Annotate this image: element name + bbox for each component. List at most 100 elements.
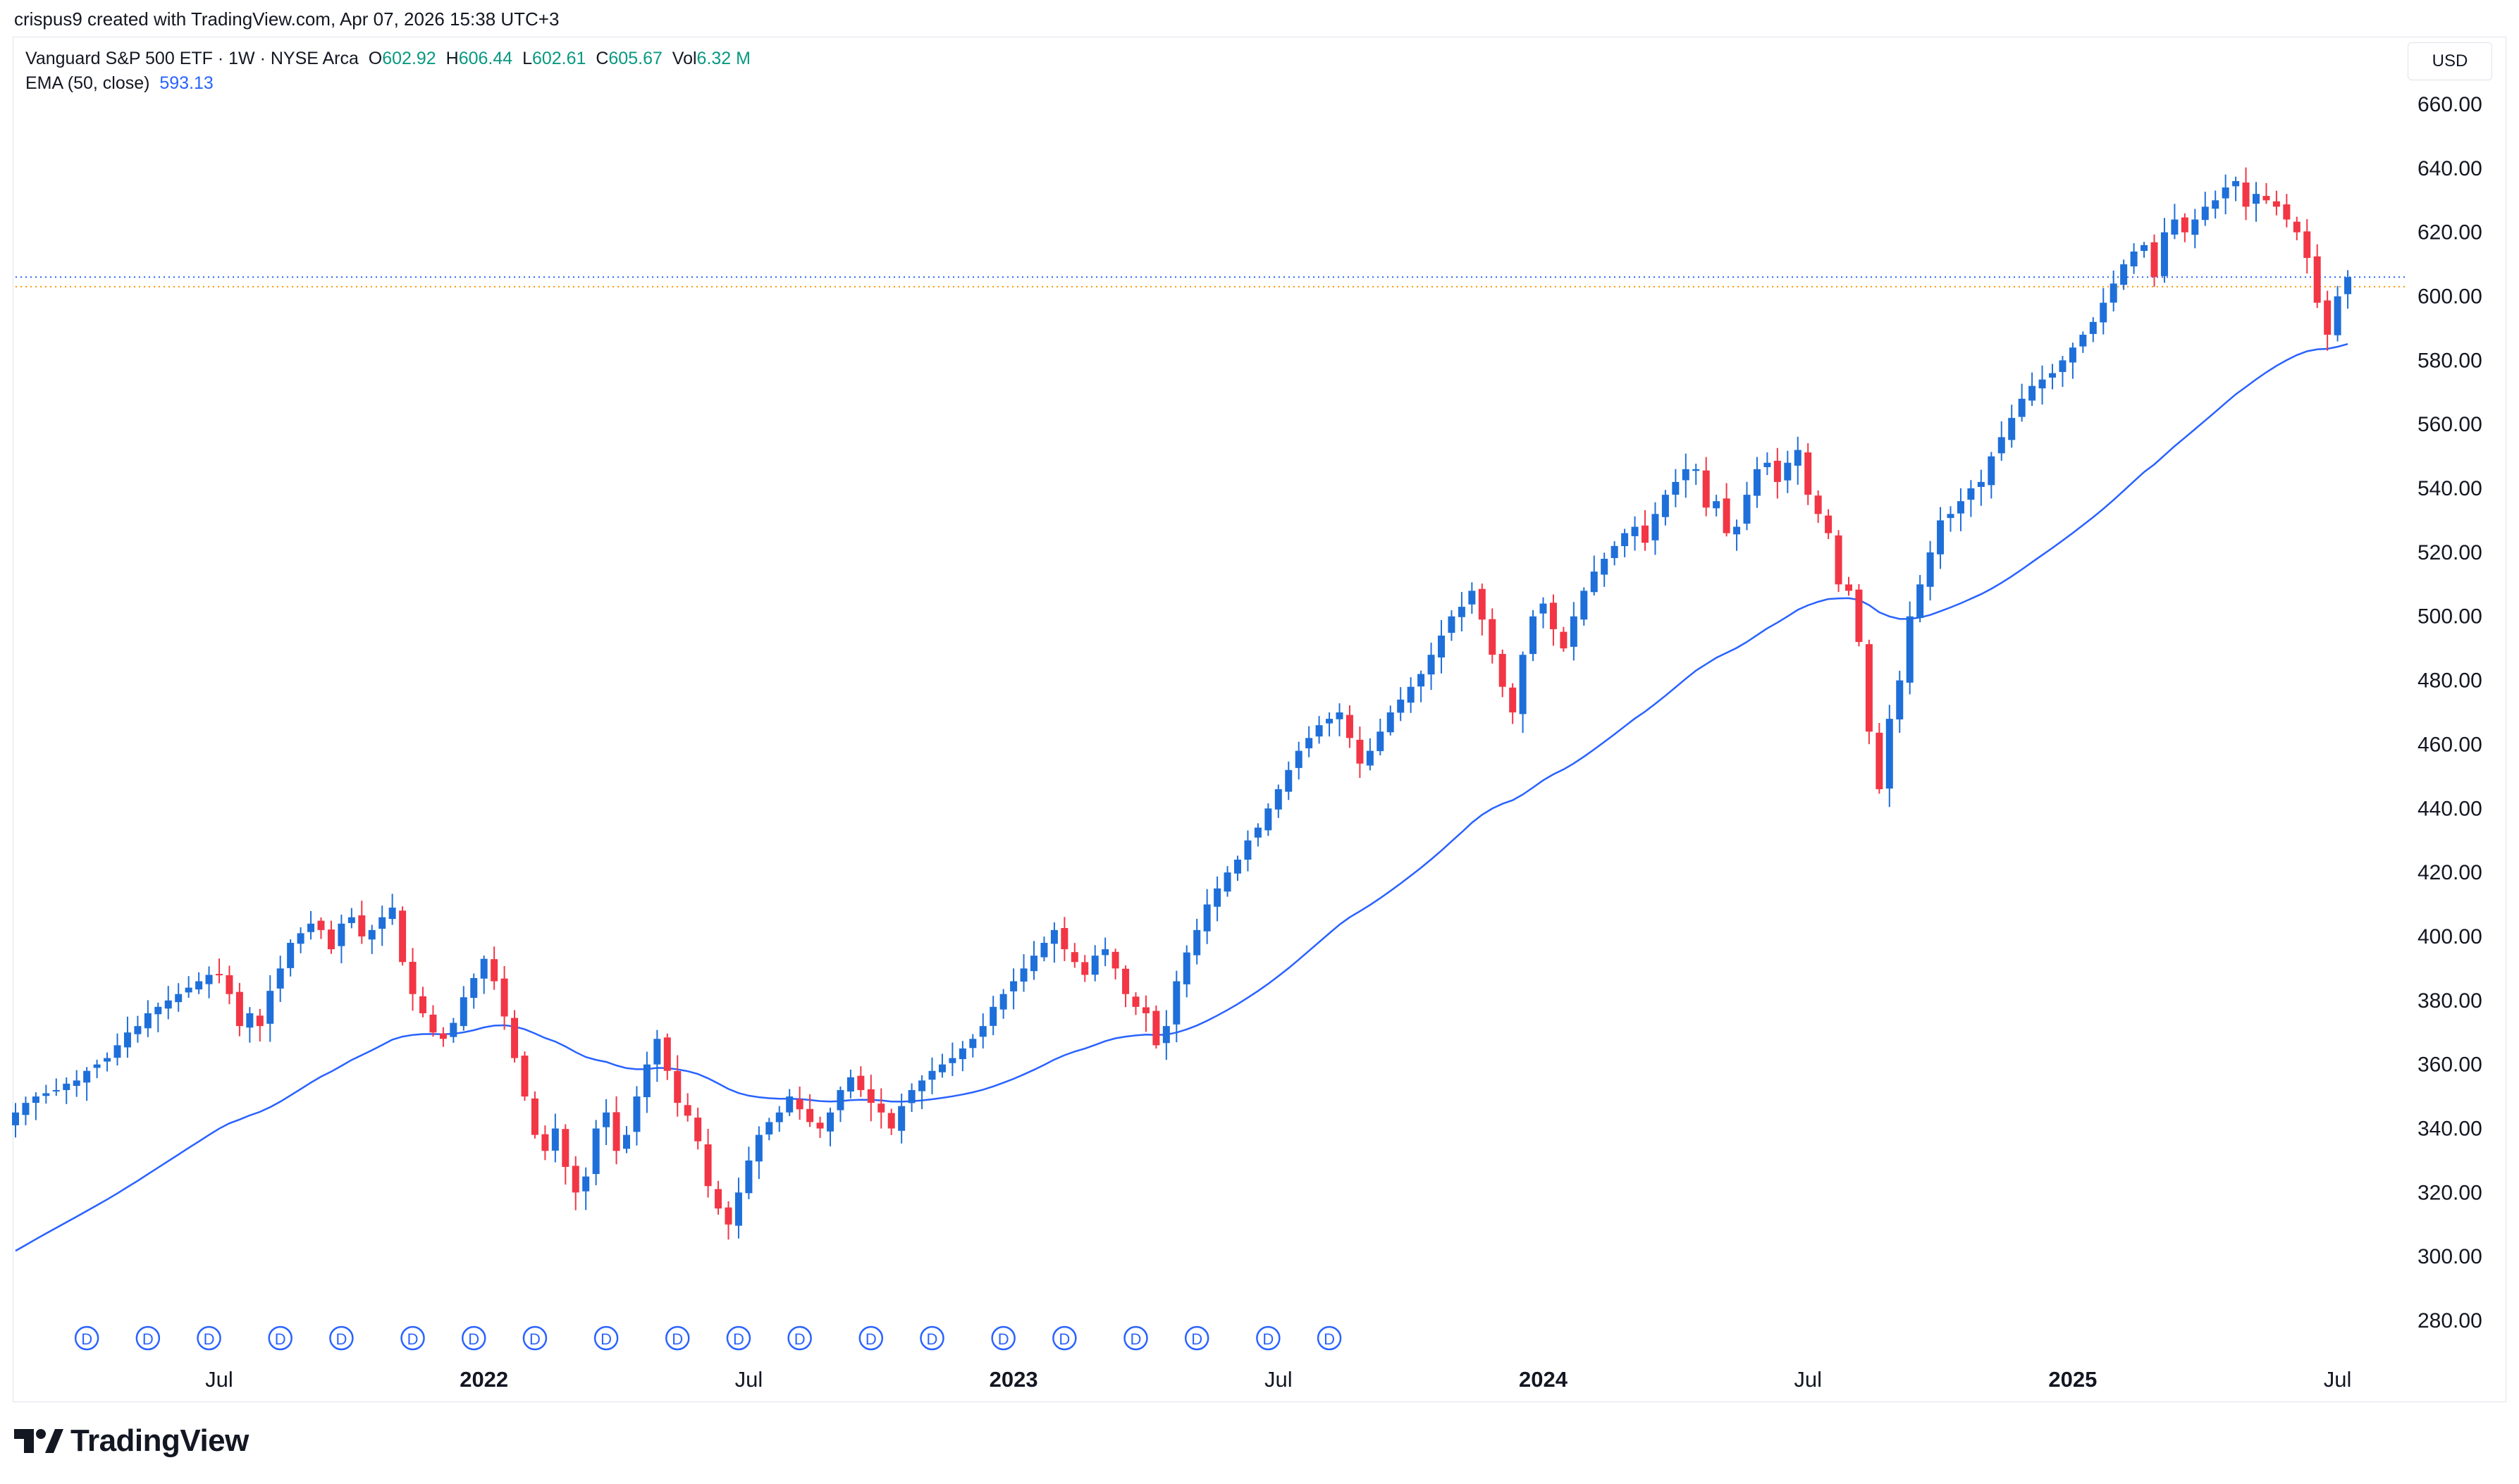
candle[interactable]	[22, 1096, 30, 1125]
candle[interactable]	[1631, 516, 1639, 551]
dividend-marker[interactable]: D	[1123, 1325, 1148, 1351]
candle[interactable]	[1825, 509, 1833, 539]
candle[interactable]	[1876, 723, 1883, 794]
candle[interactable]	[1661, 490, 1669, 526]
candle[interactable]	[816, 1116, 824, 1138]
candle[interactable]	[358, 901, 366, 944]
candle[interactable]	[1580, 587, 1588, 626]
dividend-marker[interactable]: D	[1184, 1325, 1209, 1351]
candle[interactable]	[1733, 519, 1741, 551]
candle[interactable]	[2059, 356, 2067, 388]
candle[interactable]	[347, 908, 355, 929]
candle[interactable]	[1224, 866, 1231, 897]
candle[interactable]	[1142, 995, 1150, 1032]
candle[interactable]	[2181, 213, 2188, 242]
candle[interactable]	[1458, 592, 1465, 632]
candle[interactable]	[1081, 955, 1089, 982]
dividend-marker[interactable]: D	[593, 1325, 619, 1351]
candle[interactable]	[612, 1096, 620, 1165]
candle[interactable]	[846, 1069, 854, 1099]
candle[interactable]	[2344, 270, 2352, 309]
candle[interactable]	[1040, 936, 1048, 962]
candle[interactable]	[287, 939, 295, 977]
candle[interactable]	[134, 1015, 142, 1043]
candle[interactable]	[1132, 992, 1140, 1015]
candle[interactable]	[378, 905, 386, 946]
candle[interactable]	[877, 1088, 885, 1129]
candle[interactable]	[1152, 1005, 1160, 1049]
candle[interactable]	[1407, 677, 1415, 713]
candle[interactable]	[1193, 918, 1201, 965]
candle[interactable]	[1102, 937, 1109, 967]
candle[interactable]	[399, 906, 407, 966]
candle[interactable]	[1621, 528, 1629, 557]
candle[interactable]	[246, 1007, 254, 1043]
candle[interactable]	[765, 1118, 773, 1141]
candle[interactable]	[694, 1107, 702, 1150]
candle[interactable]	[1570, 602, 1577, 661]
candle[interactable]	[1926, 540, 1934, 601]
candle[interactable]	[1417, 670, 1425, 703]
candle[interactable]	[1753, 457, 1761, 508]
candle[interactable]	[297, 927, 304, 953]
candle[interactable]	[1723, 483, 1730, 537]
candle[interactable]	[460, 986, 467, 1031]
dividend-marker[interactable]: D	[135, 1325, 161, 1351]
candle[interactable]	[1091, 945, 1099, 982]
candle[interactable]	[1743, 481, 1751, 531]
candle[interactable]	[2313, 244, 2321, 309]
candle[interactable]	[1509, 683, 1517, 724]
tradingview-logo[interactable]: TradingView	[14, 1423, 249, 1459]
dividend-marker[interactable]: D	[920, 1325, 944, 1351]
candle[interactable]	[1916, 574, 1924, 623]
candle[interactable]	[2089, 317, 2097, 342]
candle[interactable]	[2242, 167, 2250, 221]
candle[interactable]	[419, 987, 426, 1018]
candle[interactable]	[745, 1146, 753, 1199]
candle[interactable]	[2150, 234, 2158, 287]
candle[interactable]	[2334, 285, 2341, 342]
candle[interactable]	[235, 982, 243, 1037]
candle[interactable]	[113, 1033, 121, 1066]
candle[interactable]	[1642, 510, 1649, 551]
candle[interactable]	[2293, 216, 2301, 240]
candle[interactable]	[1489, 608, 1496, 664]
candle[interactable]	[1610, 541, 1618, 566]
candle[interactable]	[1906, 601, 1914, 695]
candle[interactable]	[1244, 830, 1252, 872]
candle[interactable]	[531, 1091, 538, 1139]
ema-50-line[interactable]	[15, 342, 2348, 1252]
candle[interactable]	[491, 946, 498, 990]
legend-ema-label[interactable]: EMA (50, close)	[25, 73, 150, 93]
candle[interactable]	[2069, 342, 2076, 379]
candle[interactable]	[1601, 552, 1608, 587]
chart-pane[interactable]	[13, 37, 2506, 1402]
candle[interactable]	[1264, 803, 1272, 836]
candle[interactable]	[1947, 506, 1954, 532]
candle[interactable]	[2018, 383, 2026, 422]
dividend-marker[interactable]: D	[197, 1325, 221, 1351]
candle[interactable]	[1845, 576, 1852, 596]
candle[interactable]	[2253, 182, 2260, 222]
candle[interactable]	[2038, 365, 2046, 405]
candle[interactable]	[653, 1029, 661, 1082]
candle[interactable]	[2141, 242, 2148, 258]
time-axis[interactable]: Jul2022Jul2023Jul2024Jul2025Jul2026	[205, 1367, 2519, 1392]
candle[interactable]	[1977, 469, 1985, 506]
candle[interactable]	[1030, 941, 1037, 980]
candle[interactable]	[409, 948, 417, 1011]
candle[interactable]	[2130, 243, 2138, 274]
candle[interactable]	[2079, 331, 2087, 353]
dividend-marker[interactable]: D	[268, 1325, 292, 1351]
dividend-marker[interactable]: D	[1317, 1325, 1342, 1351]
candle[interactable]	[1702, 457, 1710, 517]
candle[interactable]	[500, 966, 508, 1030]
currency-selector[interactable]: USD	[2408, 42, 2492, 80]
candle[interactable]	[307, 910, 315, 940]
candle[interactable]	[755, 1126, 763, 1180]
candle[interactable]	[2100, 287, 2107, 335]
candle[interactable]	[1295, 741, 1302, 780]
candle[interactable]	[338, 914, 345, 964]
